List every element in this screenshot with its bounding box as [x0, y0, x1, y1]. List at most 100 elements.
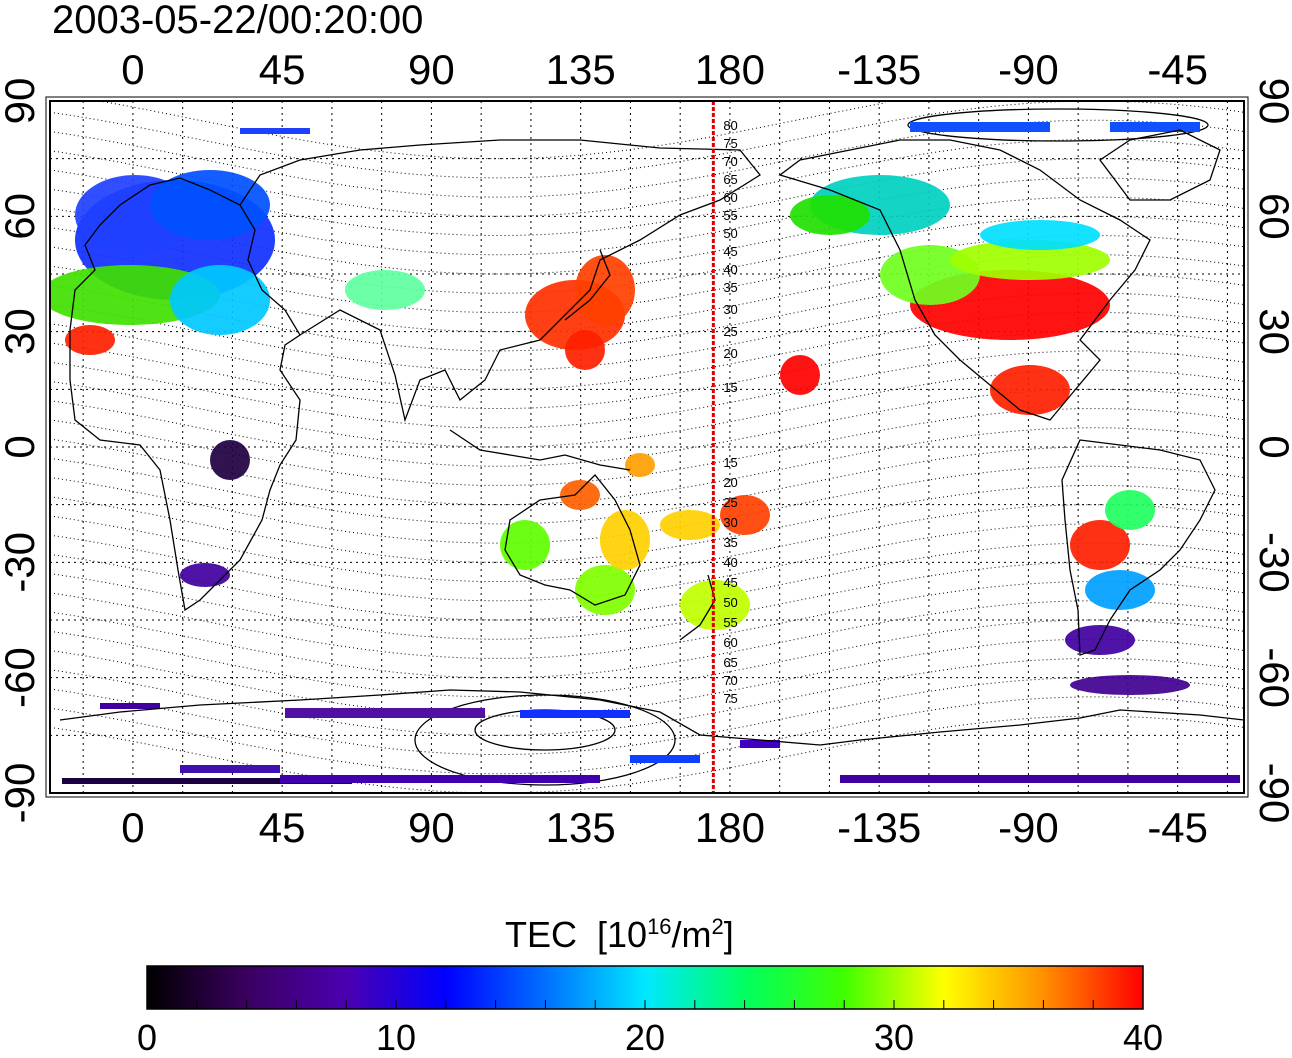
tec-patch: [950, 240, 1110, 280]
map-frame: [49, 100, 1245, 794]
colorbar-tick-label: 30: [873, 1017, 915, 1058]
top-longitude-label: 0: [121, 46, 144, 93]
top-longitude-label: 180: [695, 46, 765, 93]
tec-patch: [980, 220, 1100, 250]
right-latitude-label: 90: [1251, 78, 1292, 125]
contour-line: [103, 101, 886, 160]
tec-patch: [345, 270, 425, 310]
bottom-longitude-label: 45: [259, 804, 306, 851]
coastline-north-america: [778, 139, 1151, 421]
coastline-japan: [564, 249, 611, 321]
left-latitude-label: -60: [0, 647, 43, 708]
coastline-asia: [239, 139, 761, 423]
contour-label: 55: [723, 615, 737, 630]
tec-strip: [1110, 122, 1200, 132]
contour-label: 80: [723, 118, 737, 133]
colorbar-tick-label: 10: [375, 1017, 417, 1058]
coastlines: [59, 129, 1244, 746]
north-pole-contour: [907, 108, 1209, 142]
coastline-europe-africa: [69, 177, 301, 612]
top-longitude-label: -45: [1147, 46, 1208, 93]
left-latitude-label: -30: [0, 532, 43, 593]
bottom-longitude-label: -90: [998, 804, 1059, 851]
contour-label: 15: [723, 380, 737, 395]
top-longitude-label: 45: [259, 46, 306, 93]
tec-strip: [62, 778, 352, 784]
contour-label: 45: [723, 244, 737, 259]
contour-label: 30: [723, 515, 737, 530]
colorbar-tick-label: 20: [624, 1017, 666, 1058]
right-latitude-label: -90: [1251, 763, 1292, 824]
tec-strip: [740, 740, 780, 748]
colorbar-unit-mid: /m: [671, 914, 712, 955]
tec-strip: [100, 703, 160, 709]
tec-patch: [790, 195, 870, 235]
contour-label: 15: [723, 455, 737, 470]
contour-label: 25: [723, 495, 737, 510]
timestamp: 2003-05-22/00:20:00: [52, 0, 424, 42]
colorbar-unit-suffix: ]: [723, 914, 734, 955]
contour-label: 20: [723, 346, 737, 361]
contour-label: 25: [723, 324, 737, 339]
tec-patch: [1070, 675, 1190, 695]
tec-patch: [150, 170, 270, 240]
tec-patch: [660, 510, 720, 540]
tec-patch: [210, 440, 250, 480]
map-frame-outer: [45, 96, 1249, 798]
contour-label: 75: [723, 691, 737, 706]
axis-labels: 0 45 90 135 180 -135 -90 -45 0 45 90 135 180 -135 -90 -…: [0, 46, 1292, 851]
left-latitude-label: 0: [0, 435, 43, 458]
contour-label: 40: [723, 262, 737, 277]
coastline-new-zealand: [679, 574, 716, 641]
left-latitude-label: -90: [0, 763, 43, 824]
contour-label: 35: [723, 535, 737, 550]
contour-label: 60: [723, 190, 737, 205]
colorbar-title: TEC [1016/m2]: [505, 905, 734, 957]
left-latitude-label: 30: [0, 308, 43, 355]
tec-patch: [1105, 490, 1155, 530]
colorbar-unit-exp2: 2: [711, 914, 724, 939]
left-latitude-label: 60: [0, 193, 43, 240]
tec-strip: [180, 765, 280, 773]
tec-patch: [560, 480, 600, 510]
contour-label: 65: [723, 172, 737, 187]
right-latitude-label: 0: [1251, 435, 1292, 458]
right-latitude-label: 30: [1251, 308, 1292, 355]
tec-patch: [500, 520, 550, 570]
tec-patch: [1085, 570, 1155, 610]
tec-patch: [780, 355, 820, 395]
contour-label: 20: [723, 475, 737, 490]
contour-label: 60: [723, 635, 737, 650]
bottom-longitude-label: 135: [546, 804, 616, 851]
tec-strip: [280, 775, 600, 783]
contour-label: 40: [723, 555, 737, 570]
coastline-antarctica: [59, 689, 1244, 746]
right-latitude-label: -30: [1251, 532, 1292, 593]
colorbar-unit-exp: 16: [647, 914, 672, 939]
tec-patch: [720, 495, 770, 535]
contour-label: 55: [723, 208, 737, 223]
bottom-longitude-label: -45: [1147, 804, 1208, 851]
tec-strip: [630, 755, 700, 763]
bottom-longitude-label: 0: [121, 804, 144, 851]
tec-patch: [170, 265, 270, 335]
colorbar-tick-label: 40: [1122, 1017, 1164, 1058]
bottom-longitude-label: 180: [695, 804, 765, 851]
coastline-indonesia: [449, 429, 631, 471]
colorbar-tick-label: 0: [136, 1017, 158, 1058]
bottom-longitude-label: 90: [408, 804, 455, 851]
coastline-south-america: [1061, 439, 1216, 656]
bottom-longitude-label: -135: [837, 804, 921, 851]
coastline-greenland: [1099, 129, 1221, 201]
contour-label: 50: [723, 226, 737, 241]
contour-label: 30: [723, 302, 737, 317]
contour-label: 45: [723, 575, 737, 590]
tec-patch: [990, 365, 1070, 415]
contour-label: 65: [723, 655, 737, 670]
tec-patch: [575, 565, 635, 615]
tec-strip: [520, 710, 630, 718]
colorbar-title-label: TEC: [505, 914, 577, 955]
top-longitude-label: -135: [837, 46, 921, 93]
contour-label: 75: [723, 136, 737, 151]
tec-strip: [910, 122, 1050, 132]
